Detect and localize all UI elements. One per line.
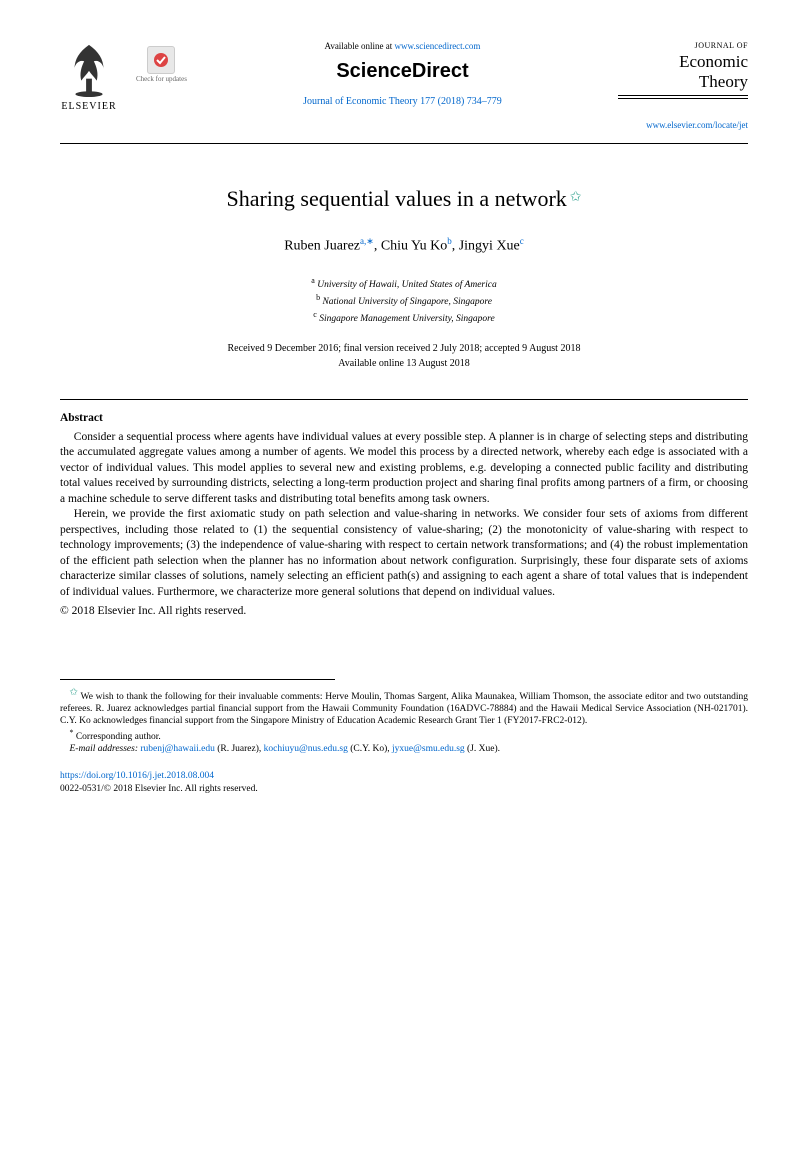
author-2-sup[interactable]: b — [447, 236, 452, 246]
affil-sup-c: c — [313, 310, 317, 319]
check-updates-badge[interactable]: Check for updates — [136, 46, 187, 84]
abstract-body: Consider a sequential process where agen… — [60, 430, 748, 601]
sciencedirect-url[interactable]: www.sciencedirect.com — [395, 41, 481, 51]
affiliation-c: c Singapore Management University, Singa… — [60, 309, 748, 326]
author-1-sup[interactable]: a,∗ — [360, 236, 374, 246]
email-1-who: (R. Juarez) — [217, 744, 259, 754]
email-2-who: (C.Y. Ko) — [350, 744, 387, 754]
abstract-para-2: Herein, we provide the first axiomatic s… — [60, 507, 748, 600]
locate-link[interactable]: www.elsevier.com/locate/jet — [618, 119, 748, 132]
footnote-star-icon: ✩ — [70, 687, 78, 698]
authors-line: Ruben Juareza,∗, Chiu Yu Kob, Jingyi Xue… — [60, 235, 748, 256]
dates-line2: Available online 13 August 2018 — [60, 356, 748, 371]
header-center: Available online at www.sciencedirect.co… — [187, 40, 618, 109]
check-updates-icon — [147, 46, 175, 74]
abstract-para-1: Consider a sequential process where agen… — [60, 430, 748, 508]
abstract-divider — [60, 399, 748, 400]
elsevier-tree-icon — [60, 40, 118, 98]
elsevier-label: ELSEVIER — [61, 100, 116, 114]
doi-link[interactable]: https://doi.org/10.1016/j.jet.2018.08.00… — [60, 770, 748, 783]
affiliation-a: a University of Hawaii, United States of… — [60, 275, 748, 292]
abstract-heading: Abstract — [60, 410, 748, 426]
footnote-emails: E-mail addresses: rubenj@hawaii.edu (R. … — [60, 743, 748, 755]
abstract-section: Abstract Consider a sequential process w… — [60, 410, 748, 619]
email-label: E-mail addresses: — [70, 744, 139, 754]
header-left: ELSEVIER Check for updates — [60, 40, 187, 114]
affil-text-c: Singapore Management University, Singapo… — [319, 314, 495, 324]
affil-sup-b: b — [316, 293, 320, 302]
affiliations: a University of Hawaii, United States of… — [60, 275, 748, 327]
check-updates-label: Check for updates — [136, 76, 187, 84]
footnote-corresponding-text: Corresponding author. — [76, 732, 161, 742]
author-3-sup[interactable]: c — [520, 236, 524, 246]
footnote-thanks: ✩ We wish to thank the following for the… — [60, 686, 748, 728]
article-title: Sharing sequential values in a network — [226, 186, 566, 211]
elsevier-logo[interactable]: ELSEVIER — [60, 40, 118, 114]
affil-text-a: University of Hawaii, United States of A… — [317, 280, 497, 290]
title-block: Sharing sequential values in a network ✩ — [60, 184, 748, 215]
author-3[interactable]: Jingyi Xue — [459, 239, 520, 254]
journal-name-large-2: Theory — [618, 73, 748, 91]
journal-rule-1 — [618, 95, 748, 96]
journal-name-small: JOURNAL OF — [618, 40, 748, 51]
dates-block: Received 9 December 2016; final version … — [60, 341, 748, 371]
issn-line: 0022-0531/© 2018 Elsevier Inc. All right… — [60, 783, 748, 796]
affiliation-b: b National University of Singapore, Sing… — [60, 292, 748, 309]
footnote-corresponding-sup: * — [70, 728, 74, 737]
footnote-divider — [60, 679, 335, 686]
email-3[interactable]: jyxue@smu.edu.sg — [392, 744, 465, 754]
abstract-copyright: © 2018 Elsevier Inc. All rights reserved… — [60, 603, 748, 619]
journal-name-large-1: Economic — [618, 53, 748, 71]
dates-line1: Received 9 December 2016; final version … — [60, 341, 748, 356]
available-prefix: Available online at — [324, 41, 394, 51]
email-3-who: (J. Xue) — [467, 744, 498, 754]
email-1[interactable]: rubenj@hawaii.edu — [140, 744, 214, 754]
affil-sup-a: a — [311, 276, 315, 285]
author-2[interactable]: Chiu Yu Ko — [381, 239, 447, 254]
available-online: Available online at www.sciencedirect.co… — [187, 40, 618, 53]
journal-citation[interactable]: Journal of Economic Theory 177 (2018) 73… — [187, 95, 618, 109]
affil-text-b: National University of Singapore, Singap… — [322, 297, 492, 307]
footnotes: ✩ We wish to thank the following for the… — [60, 686, 748, 756]
footnote-corresponding: * Corresponding author. — [60, 728, 748, 744]
author-1[interactable]: Ruben Juarez — [284, 239, 360, 254]
footnote-thanks-text: We wish to thank the following for their… — [60, 692, 748, 727]
top-divider — [60, 143, 748, 144]
journal-rule-2 — [618, 98, 748, 99]
doi-block: https://doi.org/10.1016/j.jet.2018.08.00… — [60, 770, 748, 797]
email-2[interactable]: kochiuyu@nus.edu.sg — [264, 744, 348, 754]
sciencedirect-logo[interactable]: ScienceDirect — [187, 57, 618, 85]
header-row: ELSEVIER Check for updates Available onl… — [60, 40, 748, 131]
title-footnote-star-icon[interactable]: ✩ — [570, 190, 582, 205]
header-right: JOURNAL OF Economic Theory www.elsevier.… — [618, 40, 748, 131]
